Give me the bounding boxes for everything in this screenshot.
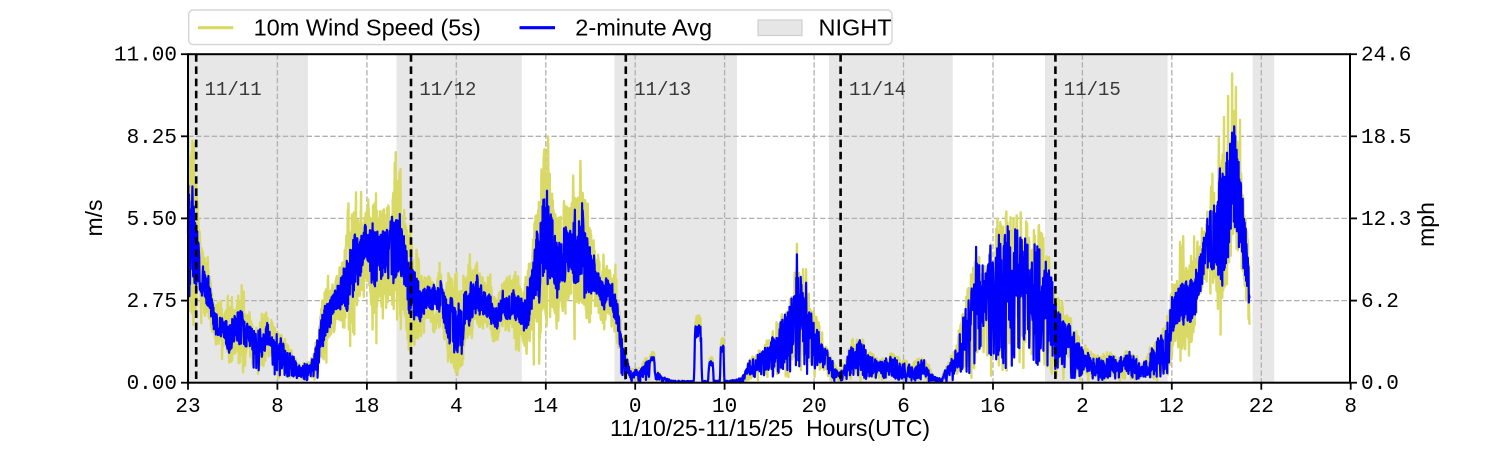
svg-text:11/10/25-11/15/25 Hours(UTC): 11/10/25-11/15/25 Hours(UTC) bbox=[610, 415, 930, 441]
svg-text:24.6: 24.6 bbox=[1361, 45, 1411, 68]
svg-text:8.25: 8.25 bbox=[127, 127, 177, 150]
svg-text:18: 18 bbox=[354, 396, 379, 419]
svg-text:11/13: 11/13 bbox=[634, 79, 691, 101]
svg-text:0.00: 0.00 bbox=[127, 373, 177, 396]
svg-text:2.75: 2.75 bbox=[127, 291, 177, 314]
svg-text:6: 6 bbox=[897, 396, 910, 419]
svg-text:NIGHT: NIGHT bbox=[819, 15, 892, 41]
svg-text:6.2: 6.2 bbox=[1361, 291, 1399, 314]
svg-text:20: 20 bbox=[801, 396, 826, 419]
svg-text:0: 0 bbox=[629, 396, 642, 419]
svg-text:8: 8 bbox=[271, 396, 284, 419]
svg-text:11.00: 11.00 bbox=[114, 45, 177, 68]
svg-text:m/s: m/s bbox=[81, 199, 107, 236]
svg-text:11/15: 11/15 bbox=[1064, 79, 1121, 101]
svg-text:22: 22 bbox=[1249, 396, 1274, 419]
svg-text:10m Wind Speed (5s): 10m Wind Speed (5s) bbox=[254, 15, 481, 41]
svg-text:18.5: 18.5 bbox=[1361, 127, 1411, 150]
svg-text:12: 12 bbox=[1159, 396, 1184, 419]
svg-text:2: 2 bbox=[1076, 396, 1089, 419]
svg-text:12.3: 12.3 bbox=[1361, 209, 1411, 232]
svg-text:23: 23 bbox=[175, 396, 200, 419]
svg-text:2-minute Avg: 2-minute Avg bbox=[575, 15, 712, 41]
svg-text:4: 4 bbox=[450, 396, 463, 419]
svg-text:mph: mph bbox=[1413, 202, 1439, 247]
svg-text:10: 10 bbox=[712, 396, 737, 419]
svg-text:0.0: 0.0 bbox=[1361, 373, 1399, 396]
svg-text:11/12: 11/12 bbox=[419, 79, 476, 101]
svg-text:14: 14 bbox=[533, 396, 558, 419]
svg-text:8: 8 bbox=[1344, 396, 1357, 419]
svg-text:11/11: 11/11 bbox=[205, 79, 262, 101]
svg-text:11/14: 11/14 bbox=[849, 79, 906, 101]
svg-text:5.50: 5.50 bbox=[127, 209, 177, 232]
svg-text:16: 16 bbox=[980, 396, 1005, 419]
